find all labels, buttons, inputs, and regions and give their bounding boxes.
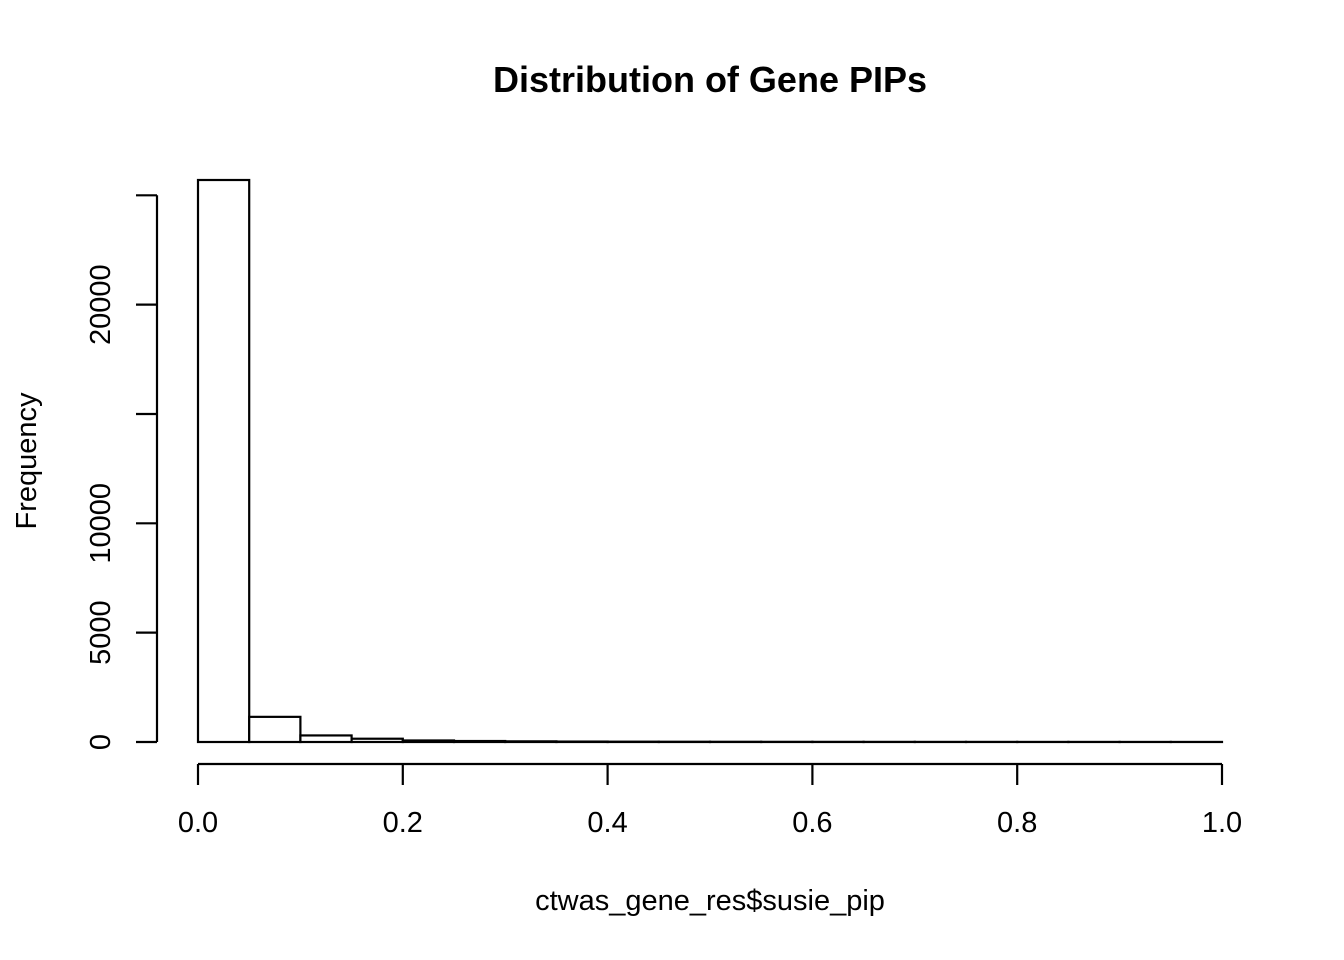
chart-title: Distribution of Gene PIPs: [493, 59, 927, 100]
x-axis: 0.0 0.2 0.4 0.6 0.8 1.0: [178, 762, 1242, 839]
y-axis-label: Frequency: [11, 392, 43, 530]
x-tick-label: 1.0: [1202, 807, 1242, 839]
x-tick-label: 0.2: [383, 807, 423, 839]
y-tick-label: 10000: [85, 483, 117, 564]
histogram-bar: [196, 178, 251, 744]
histogram-bar: [299, 734, 353, 744]
x-tick-label: 0.8: [997, 807, 1037, 839]
y-tick-label: 5000: [85, 600, 117, 665]
y-tick-label: 20000: [85, 264, 117, 345]
histogram-bar: [248, 715, 302, 744]
histogram-bar: [350, 737, 404, 744]
histogram-bar: [401, 739, 456, 744]
x-tick-label: 0.4: [587, 807, 627, 839]
x-axis-label: ctwas_gene_res$susie_pip: [535, 885, 885, 917]
y-tick-label: 0: [85, 734, 117, 750]
histogram-bars: [196, 178, 1224, 744]
x-tick-label: 0.0: [178, 807, 218, 839]
histogram-bar: [452, 739, 507, 744]
y-axis: 0 5000 10000 20000: [85, 194, 159, 750]
x-tick-label: 0.6: [792, 807, 832, 839]
histogram-bar: [504, 740, 558, 744]
